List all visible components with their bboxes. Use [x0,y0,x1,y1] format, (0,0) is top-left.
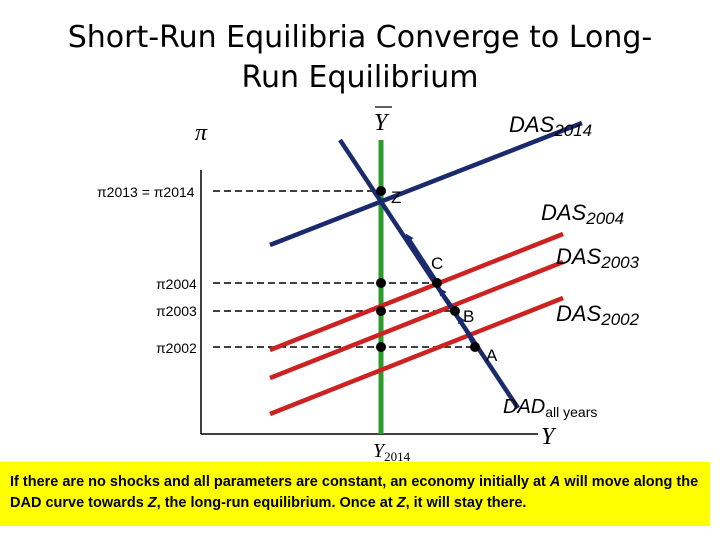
point-z-dot [376,186,386,196]
y2014-label: Y2014 [373,440,411,464]
arrow-c-to-z [405,233,438,281]
long-run-dot-2002 [376,342,386,352]
point-z-label: Z [391,188,401,207]
point-b-label: B [463,307,474,326]
caption-part1: If there are no shocks and all parameter… [10,474,550,490]
dad-label: DADall years [503,396,597,420]
arrow-b-to-c [438,287,456,310]
arrow-a-to-b [458,315,476,347]
das-2002-label: DAS2002 [556,301,640,329]
dad-curve [338,138,520,410]
caption-part4: , it will stay there. [405,495,527,511]
long-run-dot-2004 [376,278,386,288]
caption: If there are no shocks and all parameter… [0,462,710,526]
caption-part3: , the long-run equilibrium. Once at [156,495,397,511]
label-pi-2004: π2004 [156,276,197,292]
label-pi-2013-2014: π2013 = π2014 [97,184,195,200]
slide-title: Short-Run Equilibria Converge to Long-Ru… [67,20,653,95]
das-2003-label: DAS2003 [556,244,640,272]
das-2004-label: DAS2004 [541,200,624,228]
label-pi-2003: π2003 [156,303,197,319]
point-c-dot [432,278,442,288]
y-axis-label: π [195,120,208,146]
point-a-dot [470,342,480,352]
caption-point-z1: Z [147,495,157,511]
caption-point-z2: Z [396,495,406,511]
x-axis-label: Y [541,424,557,450]
das-2014-label: DAS2014 [509,112,592,140]
label-pi-2002: π2002 [156,340,197,356]
caption-point-a: A [549,474,561,490]
ybar-label: Y [374,110,390,136]
das-2004-curve [269,231,564,353]
das-2003-curve [269,259,564,381]
caption-part2: will move along the DAD curve towards [10,474,699,511]
das-2002-curve [269,295,564,417]
point-a-label: A [486,346,498,365]
das-2014-curve [269,120,583,248]
long-run-dot-2003 [376,306,386,316]
point-b-dot [450,306,460,316]
point-c-label: C [431,254,443,273]
